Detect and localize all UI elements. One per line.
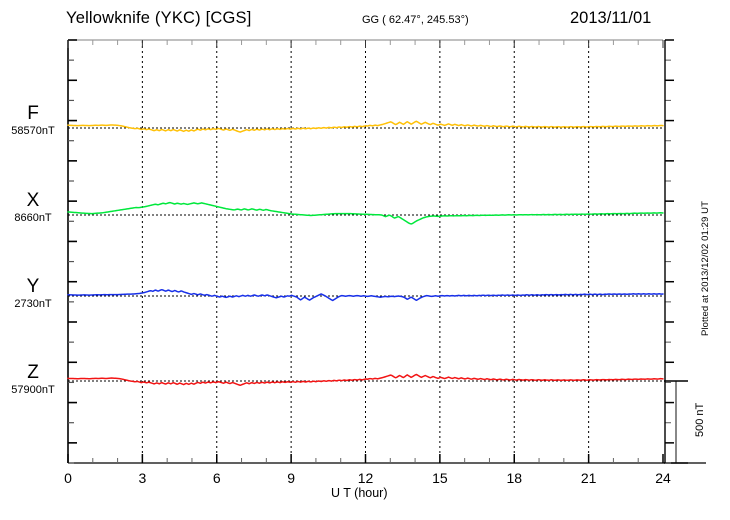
series-baseline-z: 57900nT xyxy=(11,384,55,396)
series-label-f: F 58570nT xyxy=(0,104,66,138)
x-axis-tick-label: 18 xyxy=(506,470,522,486)
x-axis-tick-label: 12 xyxy=(358,470,374,486)
x-axis-tick-label: 21 xyxy=(581,470,597,486)
x-axis-title: U T (hour) xyxy=(331,486,388,500)
series-letter-x: X xyxy=(26,190,40,211)
observation-date: 2013/11/01 xyxy=(570,9,652,27)
geographic-coordinates: GG ( 62.47°, 245.53°) xyxy=(362,14,469,26)
series-label-y: Y 2730nT xyxy=(0,277,66,311)
page-title: Yellowknife (YKC) [CGS] xyxy=(66,9,252,27)
series-label-x: X 8660nT xyxy=(0,191,66,225)
trace-z xyxy=(67,373,664,387)
trace-y xyxy=(67,288,664,302)
x-axis-tick-label: 9 xyxy=(287,470,295,486)
x-axis-tick-label: 24 xyxy=(655,470,671,486)
x-axis-tick-label: 3 xyxy=(138,470,146,486)
x-axis-tick-label: 15 xyxy=(432,470,448,486)
plotted-at-timestamp: Plotted at 2013/12/02 01:29 UT xyxy=(700,200,711,336)
series-letter-z: Z xyxy=(27,362,39,383)
series-baseline-x: 8660nT xyxy=(14,212,52,224)
series-baseline-y: 2730nT xyxy=(14,298,52,310)
series-letter-f: F xyxy=(27,103,39,124)
scale-bar-caption: 500 nT xyxy=(694,402,706,437)
trace-x xyxy=(67,201,664,225)
series-label-z: Z 57900nT xyxy=(0,363,66,397)
series-baseline-f: 58570nT xyxy=(11,125,55,137)
trace-f xyxy=(67,120,664,133)
series-letter-y: Y xyxy=(26,276,40,297)
x-axis-tick-label: 0 xyxy=(64,470,72,486)
x-axis-tick-label: 6 xyxy=(213,470,221,486)
